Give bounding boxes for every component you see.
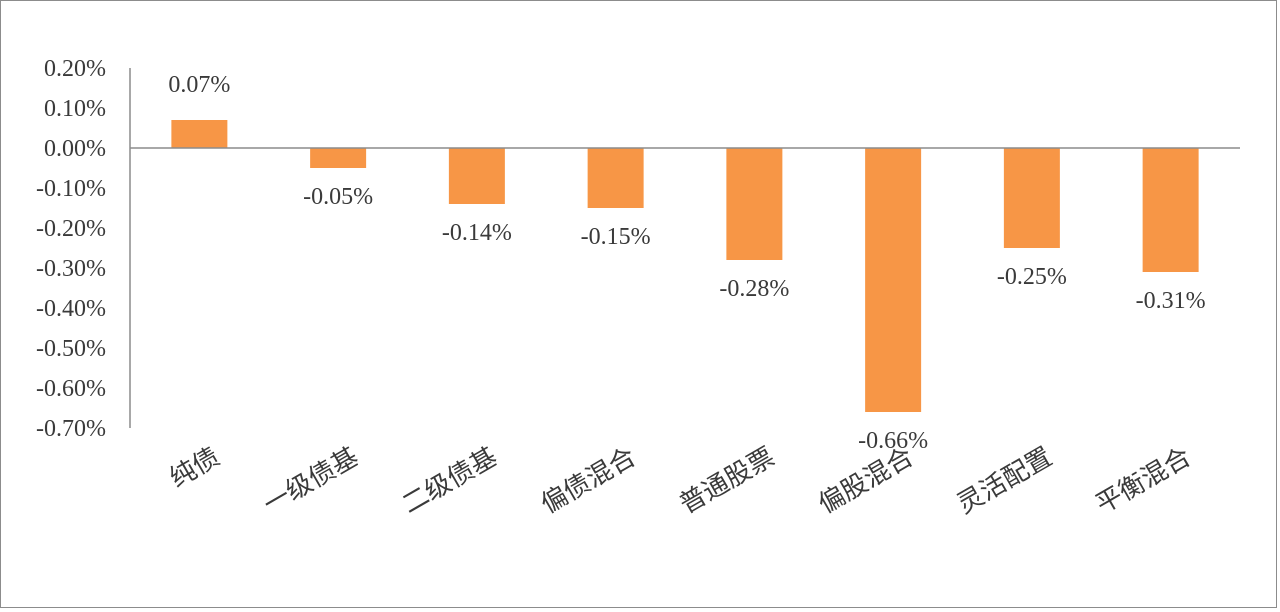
y-tick-label: -0.40% — [36, 296, 106, 322]
y-tick-label: -0.70% — [36, 416, 106, 442]
data-label: 0.07% — [168, 72, 230, 98]
x-category-label: 普通股票 — [675, 442, 780, 519]
y-axis: 0.20% 0.10% 0.00% -0.10% -0.20% -0.30% -0.40% -… — [36, 56, 131, 442]
bar — [171, 120, 228, 148]
data-label: -0.31% — [1136, 288, 1206, 314]
y-tick-label: 0.20% — [44, 56, 106, 82]
x-category-label: 灵活配置 — [952, 442, 1057, 519]
x-axis-categories: 纯债 一级债基 二级债基 偏债混合 普通股票 偏股混合 灵活配置 平衡混合 — [165, 442, 1196, 519]
x-category-label: 一级债基 — [259, 442, 364, 519]
data-labels: 0.07% -0.05% -0.14% -0.15% -0.28% -0.66% -0.25… — [168, 72, 1205, 454]
data-label: -0.14% — [442, 220, 512, 246]
bar — [1003, 148, 1060, 248]
data-label: -0.15% — [581, 224, 651, 250]
x-category-label: 二级债基 — [397, 442, 502, 519]
data-label: -0.66% — [858, 428, 928, 454]
x-category-label: 纯债 — [165, 442, 225, 493]
bars — [130, 120, 1240, 412]
bar — [448, 148, 505, 204]
y-tick-label: -0.60% — [36, 376, 106, 402]
bar — [865, 148, 922, 412]
bar — [1142, 148, 1199, 272]
data-label: -0.05% — [303, 184, 373, 210]
data-label: -0.25% — [997, 264, 1067, 290]
y-tick-label: -0.30% — [36, 256, 106, 282]
bar — [310, 148, 367, 168]
data-label: -0.28% — [719, 276, 789, 302]
y-tick-label: -0.10% — [36, 176, 106, 202]
x-category-label: 偏债混合 — [536, 442, 641, 519]
bar — [726, 148, 783, 260]
bar — [587, 148, 644, 208]
x-category-label: 平衡混合 — [1091, 442, 1196, 519]
y-tick-label: 0.00% — [44, 136, 106, 162]
y-tick-label: 0.10% — [44, 96, 106, 122]
y-tick-label: -0.50% — [36, 336, 106, 362]
y-tick-label: -0.20% — [36, 216, 106, 242]
